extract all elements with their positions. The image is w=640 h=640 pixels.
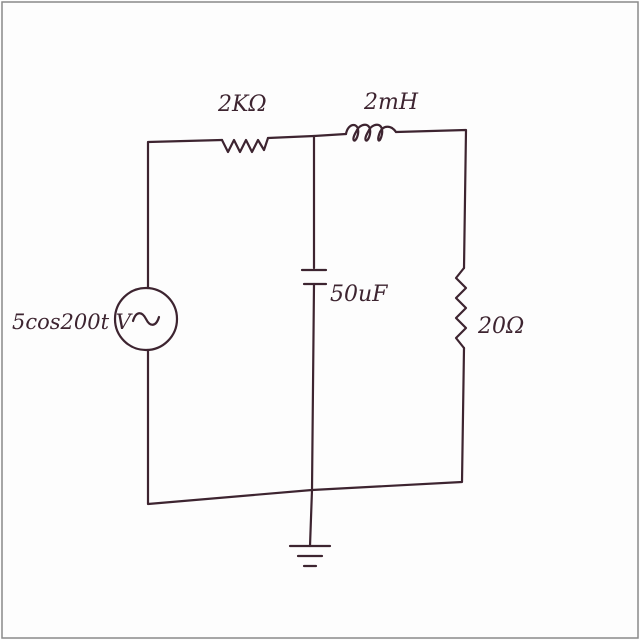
wire-top-right [394,128,468,270]
wire-right-bottom [146,346,466,506]
inductor [344,123,398,142]
ground-icon [288,544,332,568]
resistor-load [454,266,468,350]
wire-mid-bottom [308,282,316,548]
capacitor [300,268,328,286]
label-inductor: 2mH [364,90,419,115]
label-capacitor: 50uF [330,282,388,307]
wire-top-mid [266,132,348,140]
wire-top-left [146,138,224,290]
ac-source-icon [113,286,179,352]
label-source: 5cos200t V [12,310,131,334]
label-resistor-series: 2KΩ [218,92,267,117]
resistor-series [220,136,270,154]
label-resistor-load: 20Ω [478,314,525,339]
